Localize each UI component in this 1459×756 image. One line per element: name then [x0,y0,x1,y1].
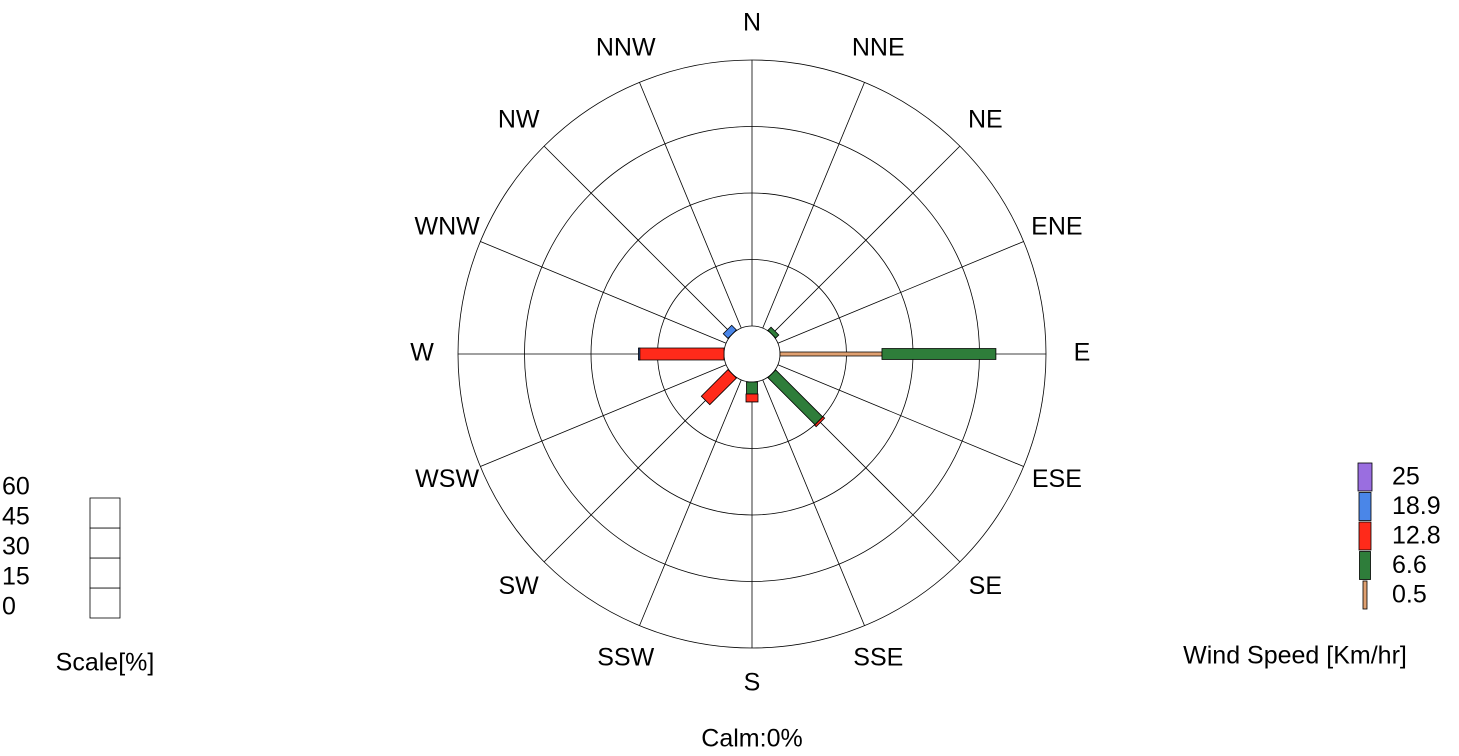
legend-label: 6.6 [1392,551,1427,579]
legend-label: 12.8 [1392,522,1441,550]
bar-segment [779,351,883,357]
legend-swatch [1358,492,1372,521]
spoke [480,241,727,344]
legend-label: 25 [1392,463,1420,491]
scale-tick-label: 15 [2,563,30,591]
legend-swatch [1357,462,1373,492]
direction-label: ESE [1032,465,1082,493]
bar-segment [745,393,759,403]
legend-swatch [1362,580,1368,610]
direction-label: WSW [415,465,479,493]
legend-label: 0.5 [1392,581,1427,609]
spoke [639,379,742,626]
direction-label: NW [498,105,540,133]
legend-swatch [1358,521,1372,551]
scale-box [89,587,121,619]
spoke [762,379,865,626]
bar-segment [723,359,729,371]
spoke [762,82,865,329]
direction-label: WNW [414,212,480,240]
direction-label: SSW [597,643,654,671]
direction-label: SW [499,572,540,600]
spoke [543,145,733,335]
bar-segment [639,347,725,361]
spoke [777,241,1024,344]
bar-segment [723,337,729,349]
bar-segment [775,359,781,371]
spoke [771,145,961,335]
scale-tick-label: 30 [2,533,30,561]
legend-title: Wind Speed [Km/hr] [1183,642,1407,670]
spoke [777,364,1024,467]
scale-title: Scale[%] [56,649,155,677]
scale-box [89,497,121,529]
scale-tick-label: 60 [2,473,30,501]
direction-label: S [744,669,761,697]
direction-label: NNE [852,34,905,62]
scale-box [89,527,121,559]
scale-tick-label: 0 [2,593,16,621]
spoke [639,82,742,329]
bar-segment [881,348,997,360]
direction-label: SSE [853,643,903,671]
legend-label: 18.9 [1392,492,1441,520]
bar-segment [746,381,758,395]
spoke [543,373,733,563]
bar-segment [767,326,780,339]
bar-segment [700,368,738,406]
calm-label: Calm:0% [701,725,802,753]
bar-segment [775,337,781,349]
bar-segment [722,324,738,340]
scale-tick-label: 45 [2,503,30,531]
direction-label: W [410,339,434,367]
direction-label: N [743,9,761,37]
bar-segment [638,347,641,361]
direction-label: NE [968,105,1003,133]
direction-label: E [1074,339,1091,367]
scale-box [89,557,121,589]
bar-segment [767,369,824,426]
spoke [480,364,727,467]
direction-label: NNW [596,34,656,62]
direction-label: ENE [1031,212,1082,240]
direction-label: SE [969,572,1002,600]
legend-swatch [1359,551,1371,580]
